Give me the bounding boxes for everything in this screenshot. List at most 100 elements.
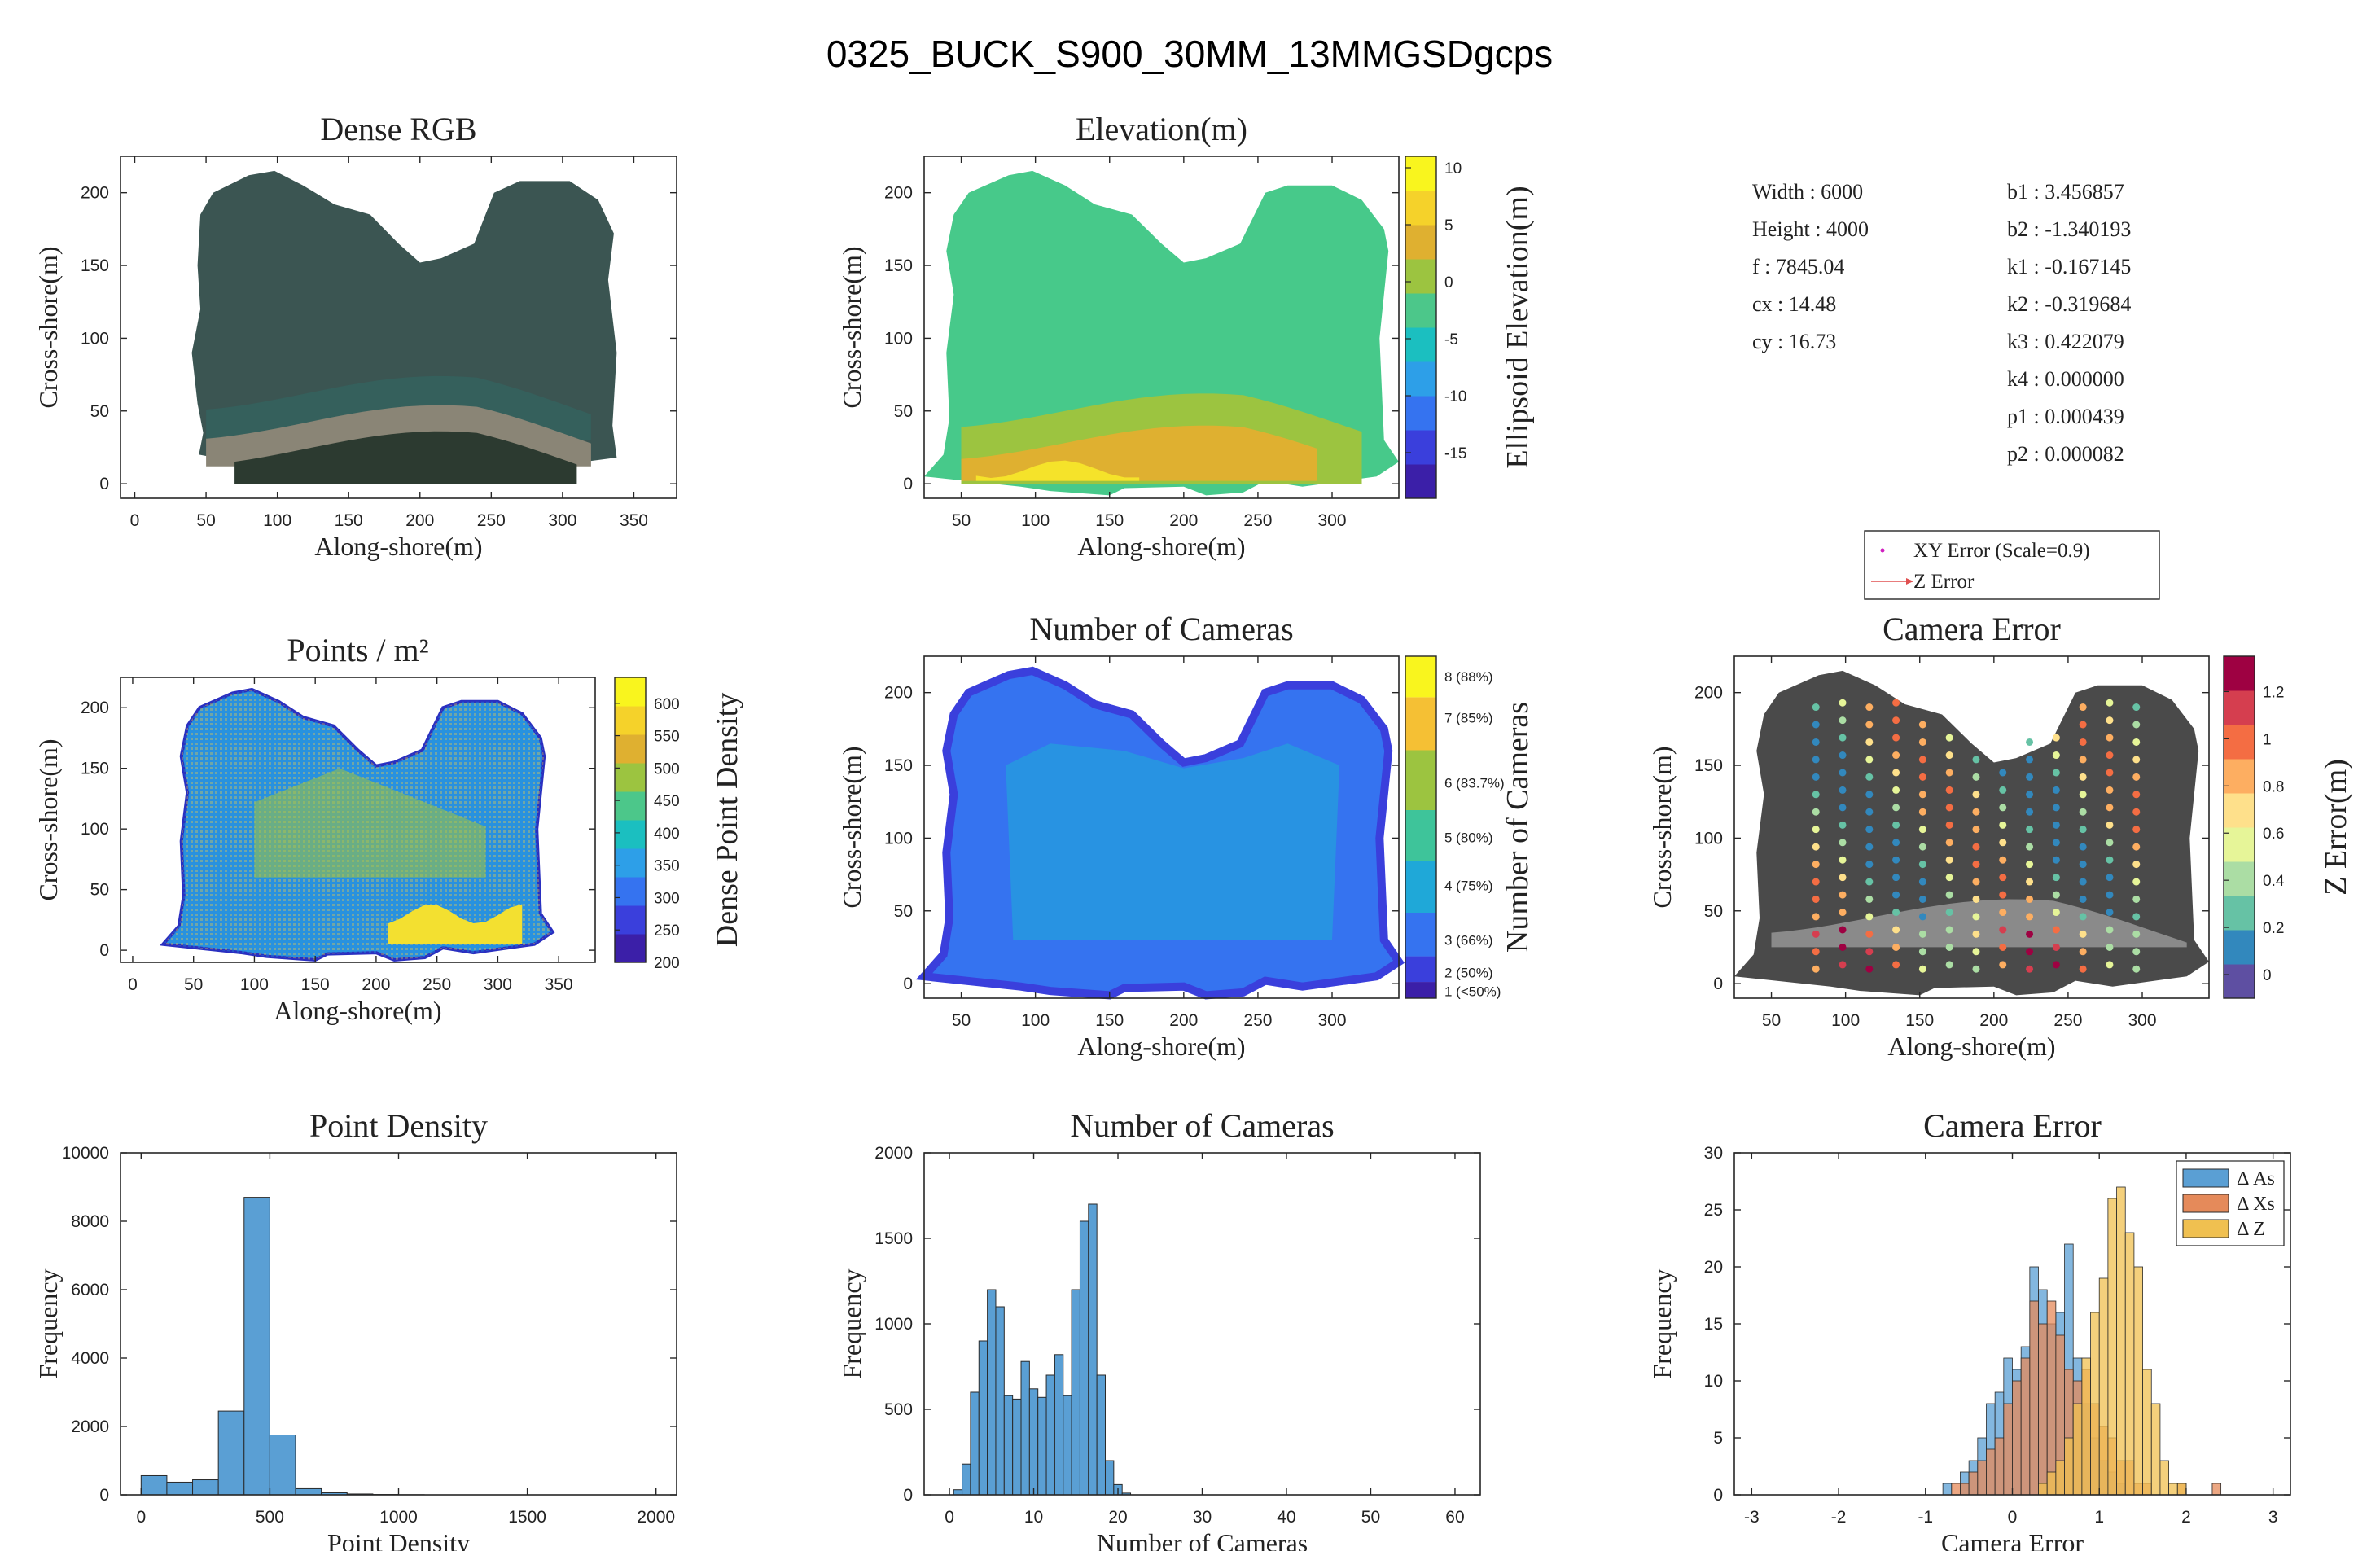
camera-error-point xyxy=(1918,756,1926,764)
colorbar-segment xyxy=(615,905,646,935)
colorbar-segment xyxy=(2224,656,2255,691)
camera-error-point xyxy=(1945,891,1953,899)
camera-error-point xyxy=(2026,843,2034,851)
colorbar-tick-label: 400 xyxy=(654,826,680,843)
camera-error-point xyxy=(2026,895,2034,903)
y-tick-label: 8000 xyxy=(71,1212,109,1231)
camera-error-point xyxy=(1812,861,1820,869)
histogram-bar xyxy=(962,1463,971,1496)
camera-error-map-panel: 50 100 150 200 250 300 0 50 100 150 200 Camera Erro… xyxy=(1647,530,2353,1061)
y-tick-label: 100 xyxy=(81,820,109,839)
camera-error-point xyxy=(2079,773,2087,781)
param-right: k4 : 0.000000 xyxy=(2007,367,2124,391)
cameras-hist-panel: 0 10 20 30 40 50 60 0 500 1000 1500 2000 Number of C… xyxy=(837,1107,1481,1551)
histogram-bar xyxy=(2124,1232,2135,1496)
y-tick-label: 6000 xyxy=(71,1281,109,1299)
y-axis-label: Frequency xyxy=(1647,1268,1677,1378)
camera-error-point xyxy=(1918,773,1926,781)
camera-error-point xyxy=(2026,878,2034,886)
camera-error-point xyxy=(1839,786,1847,794)
histogram-bar xyxy=(2150,1403,2161,1496)
camera-error-point xyxy=(1945,961,1953,969)
x-tick-label: 250 xyxy=(477,511,506,530)
camera-error-point xyxy=(1812,791,1820,799)
camera-error-point xyxy=(1892,961,1900,969)
colorbar-segment xyxy=(1405,327,1436,362)
camera-error-point xyxy=(1865,965,1874,973)
camera-error-point xyxy=(1812,930,1820,938)
colorbar-tick-label: 600 xyxy=(654,696,680,713)
camera-error-point xyxy=(2052,943,2060,951)
camera-error-point xyxy=(1999,909,2007,917)
legend-frame xyxy=(1864,530,2160,600)
camera-error-point xyxy=(1918,878,1926,886)
colorbar-tick-label: 300 xyxy=(654,890,680,907)
camera-error-point xyxy=(1945,874,1953,882)
y-tick-label: 2000 xyxy=(874,1144,913,1163)
histogram-bar xyxy=(217,1410,245,1496)
colorbar-tick-label: 2 (50%) xyxy=(1444,966,1493,981)
camera-error-point xyxy=(1972,756,1980,764)
camera-error-point xyxy=(2106,786,2114,794)
camera-error-point xyxy=(2132,965,2141,973)
x-tick-label: 200 xyxy=(1169,1011,1198,1030)
camera-error-point xyxy=(1865,773,1874,781)
histogram-bar xyxy=(1977,1460,1987,1496)
colorbar-tick-label: 6 (83.7%) xyxy=(1444,775,1505,791)
camera-error-point xyxy=(1812,878,1820,886)
camera-error-point xyxy=(2026,826,2034,834)
colorbar-segment xyxy=(615,706,646,735)
colorbar-segment xyxy=(1405,913,1436,957)
colorbar-tick-label: 7 (85%) xyxy=(1444,711,1493,726)
cameras-core xyxy=(1006,743,1340,940)
param-right: b1 : 3.456857 xyxy=(2007,180,2124,204)
colorbar-tick-label: 5 (80%) xyxy=(1444,830,1493,846)
camera-error-point xyxy=(1839,856,1847,864)
camera-error-point xyxy=(1972,913,1980,921)
camera-error-point xyxy=(1972,843,1980,851)
y-tick-label: 50 xyxy=(90,402,109,421)
colorbar-frame xyxy=(614,677,647,963)
camera-error-point xyxy=(1972,808,1980,816)
camera-error-point xyxy=(1999,926,2007,934)
colorbar-tick-label: 0.2 xyxy=(2263,920,2284,937)
camera-error-point xyxy=(1945,821,1953,829)
histogram-bar xyxy=(1020,1360,1030,1496)
camera-error-point xyxy=(1812,826,1820,834)
camera-error-point xyxy=(2079,756,2087,764)
histogram-bar xyxy=(2003,1403,2013,1496)
y-tick-label: 50 xyxy=(1704,902,1723,921)
colorbar-frame xyxy=(1405,655,1437,999)
camera-error-point xyxy=(2106,926,2114,934)
camera-error-point xyxy=(1812,808,1820,816)
camera-error-point xyxy=(1812,895,1820,903)
x-tick-label: 100 xyxy=(1831,1011,1860,1030)
camera-error-point xyxy=(1839,699,1847,707)
colorbar-segment xyxy=(615,734,646,764)
colorbar-segment xyxy=(1405,982,1436,998)
param-left: Width : 6000 xyxy=(1752,180,1863,204)
camera-error-point xyxy=(1865,808,1874,816)
histogram-bar xyxy=(140,1474,168,1496)
y-axis-label: Frequency xyxy=(837,1268,866,1378)
camera-error-point xyxy=(2026,913,2034,921)
histogram-bar xyxy=(2046,1300,2057,1496)
histogram-bar xyxy=(2142,1369,2152,1496)
chart-title: Camera Error xyxy=(1883,611,2061,647)
camera-error-point xyxy=(1972,773,1980,781)
camera-error-point xyxy=(2052,769,2060,777)
chart-title: Point Density xyxy=(309,1107,488,1144)
camera-error-point xyxy=(2106,804,2114,812)
colorbar-label: Ellipsoid Elevation(m) xyxy=(1501,186,1535,468)
camera-error-point xyxy=(1839,943,1847,951)
camera-error-point xyxy=(2026,948,2034,956)
camera-error-point xyxy=(1892,804,1900,812)
camera-error-point xyxy=(1865,930,1874,938)
camera-error-point xyxy=(2132,826,2141,834)
camera-error-point xyxy=(2052,821,2060,829)
points-density-panel: 0 50 100 150 200 250 300 350 0 50 100 150 200 Points … xyxy=(33,632,744,1025)
camera-error-point xyxy=(1918,861,1926,869)
legend-swatch xyxy=(2182,1219,2229,1238)
camera-error-point xyxy=(1945,734,1953,742)
colorbar-segment xyxy=(1405,156,1436,191)
